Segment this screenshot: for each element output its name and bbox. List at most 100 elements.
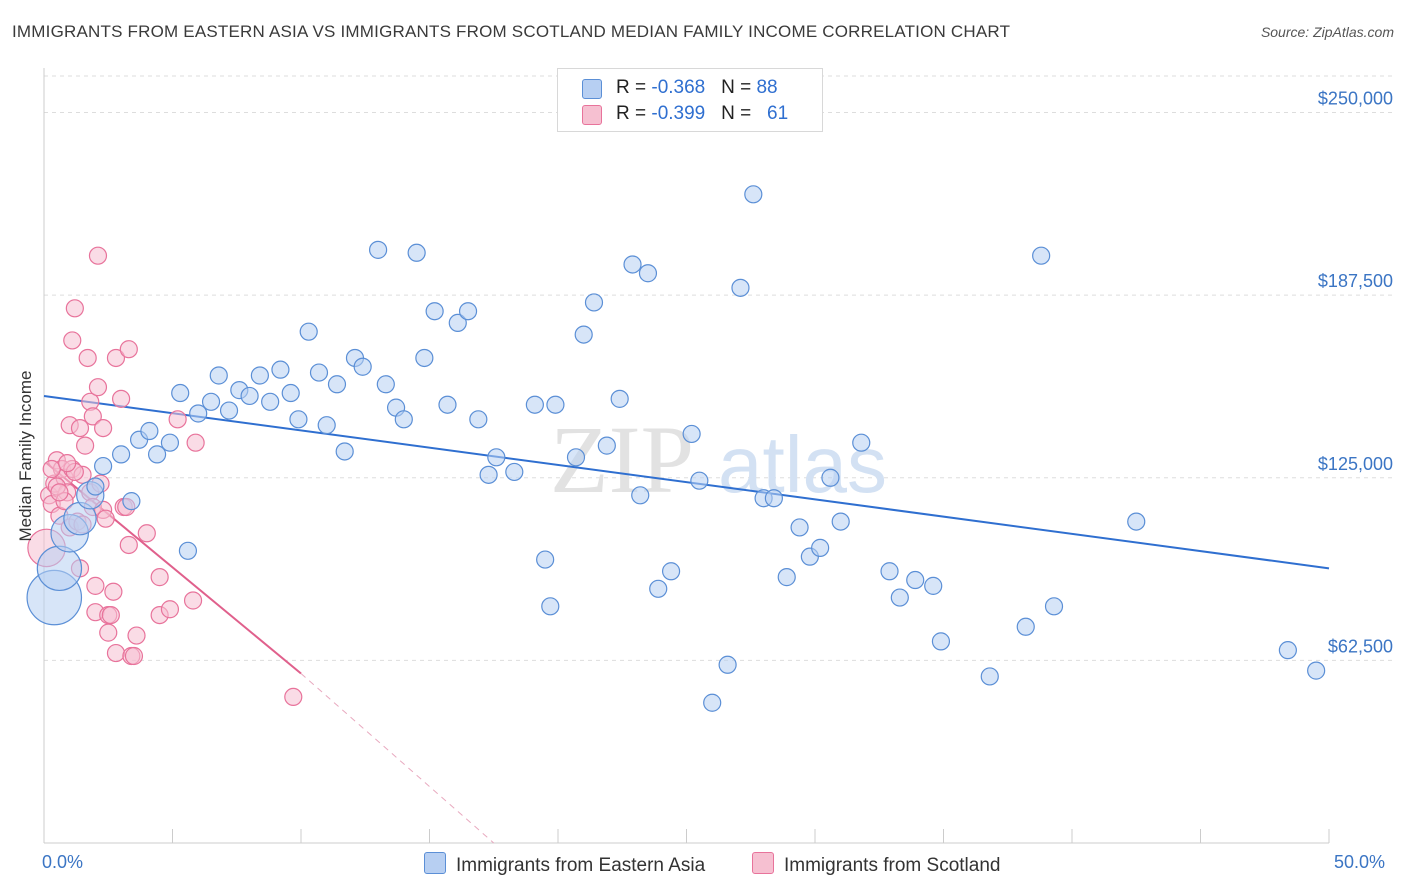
eastern-asia-point — [1278, 641, 1297, 660]
eastern-asia-point — [1032, 246, 1051, 265]
legend-r-value: -0.399 — [651, 103, 706, 124]
legend-swatch-pink — [582, 105, 602, 125]
eastern-asia-point — [682, 424, 701, 444]
scotland-point — [150, 568, 169, 587]
eastern-asia-point — [240, 386, 259, 406]
scotland-point — [70, 418, 90, 438]
scotland-point — [104, 582, 123, 601]
watermark-atlas: atlas — [718, 420, 887, 509]
eastern-asia-point — [289, 410, 308, 429]
legend-r-label: R = — [616, 77, 652, 98]
eastern-asia-point — [649, 579, 668, 598]
eastern-asia-point — [731, 278, 750, 297]
eastern-asia-point — [790, 518, 809, 537]
eastern-asia-point — [160, 433, 180, 452]
axes — [43, 68, 1330, 844]
legend-n-value: 88 — [756, 77, 778, 98]
eastern-asia-point — [36, 545, 83, 592]
scotland-point — [63, 331, 82, 350]
scotland-point — [88, 378, 108, 397]
y-tick-label: $250,000 — [1318, 89, 1393, 109]
eastern-asia-point — [931, 632, 951, 651]
eastern-asia-point — [1016, 617, 1035, 636]
eastern-asia-point — [317, 416, 336, 435]
scotland-point — [183, 591, 203, 610]
legend-n-label: N = — [721, 103, 757, 124]
bottom-legend-label: Immigrants from Scotland — [784, 855, 1001, 876]
eastern-asia-point — [1307, 661, 1326, 680]
eastern-asia-point — [407, 243, 426, 262]
scotland-point — [119, 340, 138, 359]
eastern-asia-point — [394, 410, 413, 429]
eastern-asia-point — [353, 357, 372, 376]
eastern-asia-point — [703, 693, 722, 712]
eastern-asia-point — [458, 302, 478, 321]
watermark: ZIP atlas — [550, 406, 887, 513]
eastern-asia-point — [94, 456, 113, 476]
eastern-asia-point — [1127, 512, 1146, 531]
scotland-point — [65, 299, 84, 318]
eastern-asia-points — [26, 185, 1326, 712]
eastern-asia-point — [536, 550, 555, 569]
eastern-asia-point — [852, 433, 871, 452]
eastern-asia-point — [638, 264, 658, 283]
y-tick-labels: $62,500 $125,000 $187,500 $250,000 — [1318, 89, 1393, 657]
eastern-asia-point — [327, 375, 347, 394]
eastern-asia-point — [880, 562, 899, 581]
y-tick-label: $125,000 — [1318, 454, 1393, 474]
eastern-asia-point — [86, 477, 105, 496]
bottom-legend-swatch-pink — [752, 852, 774, 874]
scotland-point — [99, 623, 118, 642]
trend-line-eastern-asia — [43, 394, 1330, 570]
scotland-point — [101, 605, 120, 625]
eastern-asia-point — [1044, 597, 1064, 616]
eastern-asia-point — [541, 597, 560, 616]
scotland-point — [124, 646, 144, 666]
eastern-asia-point — [438, 395, 457, 414]
eastern-asia-point — [690, 471, 709, 490]
eastern-asia-point — [487, 448, 506, 467]
eastern-asia-point — [584, 293, 604, 312]
eastern-asia-point — [369, 240, 388, 259]
eastern-asia-point — [140, 421, 159, 441]
trend-line-scotland-extension — [300, 673, 495, 844]
scotland-point — [106, 348, 126, 368]
eastern-asia-point — [299, 322, 318, 341]
eastern-asia-point — [597, 436, 616, 455]
scotland-point — [119, 535, 138, 555]
eastern-asia-point — [980, 667, 999, 686]
eastern-asia-point — [415, 348, 434, 368]
scotland-point — [168, 410, 187, 429]
chart-title: IMMIGRANTS FROM EASTERN ASIA VS IMMIGRAN… — [12, 22, 1011, 41]
scotland-point — [137, 524, 156, 543]
scotland-point — [111, 389, 131, 408]
scotland-point — [186, 433, 205, 452]
eastern-asia-point — [525, 395, 544, 414]
scotland-points — [27, 246, 303, 707]
bottom-legend-scotland: Immigrants from Scotland — [752, 852, 1000, 877]
legend-n-value: 61 — [767, 103, 789, 124]
scotland-point — [106, 643, 126, 663]
eastern-asia-point — [122, 492, 141, 511]
eastern-asia-point — [764, 489, 783, 508]
eastern-asia-point — [281, 383, 300, 403]
eastern-asia-point — [111, 445, 131, 464]
scotland-point — [284, 687, 303, 707]
scotland-point — [88, 246, 108, 265]
eastern-asia-point — [425, 302, 444, 321]
legend-n-label: N = — [721, 77, 757, 98]
eastern-asia-point — [744, 185, 763, 204]
eastern-asia-point — [831, 512, 850, 531]
eastern-asia-point — [189, 404, 208, 423]
y-axis-label: Median Family Income — [16, 370, 35, 542]
eastern-asia-point — [661, 562, 681, 581]
eastern-asia-point — [209, 366, 228, 385]
eastern-asia-point — [924, 576, 943, 595]
scotland-point — [78, 348, 97, 368]
bottom-legend-label: Immigrants from Eastern Asia — [456, 855, 706, 876]
source-label: Source: ZipAtlas.com — [1260, 24, 1394, 40]
legend-r-label: R = — [616, 103, 652, 124]
correlation-legend: R = -0.368 N = 88 R = -0.399 N = 61 — [557, 68, 823, 132]
legend-swatch-blue — [582, 79, 602, 99]
